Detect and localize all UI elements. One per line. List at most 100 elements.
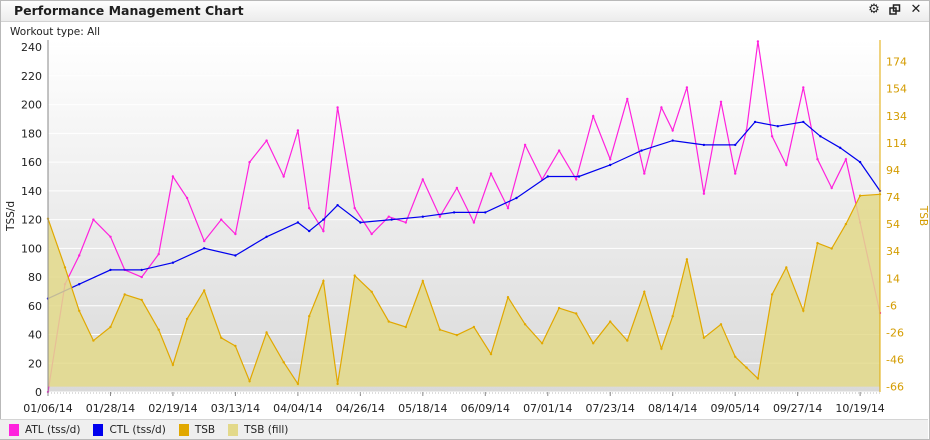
data-point: [770, 135, 774, 138]
data-point: [123, 293, 126, 296]
data-point: [248, 380, 251, 383]
x-tick-label: 09/27/14: [773, 402, 822, 415]
data-point: [140, 298, 143, 302]
legend-label: CTL (tss/d): [109, 423, 166, 436]
data-point: [626, 97, 629, 101]
data-point: [390, 218, 393, 221]
y-left-tick-label: 200: [21, 99, 42, 112]
data-point: [816, 158, 819, 161]
workout-type-filter[interactable]: Workout type: All: [10, 26, 101, 38]
data-point: [830, 186, 833, 190]
y-right-tick-label: 114: [886, 137, 907, 150]
data-point: [643, 172, 646, 175]
series-fill-tsb: [48, 194, 880, 387]
y-right-tick-label: 74: [886, 191, 900, 204]
data-point: [802, 309, 805, 312]
x-tick-label: 08/14/14: [648, 402, 697, 415]
y-left-axis-title: TSS/d: [5, 201, 17, 232]
data-point: [387, 320, 390, 323]
series-line-ctl: [47, 121, 881, 300]
data-point: [455, 186, 459, 190]
data-point: [515, 196, 518, 200]
legend-item[interactable]: TSB: [178, 423, 216, 436]
data-point: [438, 328, 442, 331]
legend-swatch: [178, 423, 189, 436]
data-point: [140, 268, 143, 272]
panel-title: Performance Management Chart: [14, 3, 244, 18]
y-left-tick-label: 60: [28, 300, 42, 313]
data-point: [359, 221, 362, 224]
data-point: [265, 235, 268, 238]
data-point: [626, 339, 629, 342]
data-point: [577, 175, 581, 178]
chart-legend: ATL (tss/d) CTL (tss/d) TSB TSB (fill): [0, 419, 928, 439]
data-point: [719, 100, 723, 104]
data-point: [609, 163, 612, 167]
data-point: [63, 266, 67, 269]
x-tick-label: 07/01/14: [523, 402, 572, 415]
x-tick-label: 03/13/14: [211, 402, 260, 415]
gear-icon[interactable]: ⚙: [868, 2, 880, 17]
data-point: [78, 309, 81, 312]
data-point: [140, 275, 143, 279]
data-point: [452, 211, 456, 214]
data-point: [671, 129, 674, 132]
y-right-axis-title: TSB: [917, 205, 929, 226]
data-point: [472, 325, 476, 329]
restore-icon[interactable]: [888, 3, 902, 17]
data-point: [643, 290, 646, 293]
data-point: [185, 196, 189, 200]
data-point: [387, 215, 390, 218]
data-point: [220, 218, 223, 221]
data-point: [734, 172, 737, 175]
data-point: [785, 163, 788, 167]
data-point: [702, 336, 706, 339]
data-point: [421, 279, 424, 283]
data-point: [322, 229, 325, 233]
x-tick-label: 01/06/14: [23, 402, 72, 415]
data-point: [844, 158, 848, 161]
close-icon[interactable]: ✕: [910, 2, 922, 17]
data-point: [592, 114, 595, 118]
data-point: [557, 306, 561, 310]
data-point: [370, 232, 373, 236]
data-point: [776, 125, 779, 128]
data-point: [203, 289, 206, 292]
data-point: [640, 149, 643, 152]
y-right-tick-label: -6: [886, 299, 897, 312]
y-right-tick-label: -46: [886, 354, 904, 367]
data-point: [671, 315, 674, 318]
data-point: [575, 178, 578, 181]
data-point: [203, 239, 206, 243]
x-tick-label: 07/23/14: [586, 402, 635, 415]
data-point: [265, 139, 268, 142]
y-left-tick-label: 0: [35, 386, 42, 399]
data-point: [185, 317, 189, 321]
y-right-tick-label: 34: [886, 245, 900, 258]
legend-item[interactable]: ATL (tss/d): [9, 423, 80, 436]
data-point: [92, 218, 95, 221]
data-point: [660, 106, 663, 109]
x-tick-label: 04/26/14: [336, 402, 385, 415]
x-tick-label: 06/09/14: [461, 402, 510, 415]
data-point: [609, 158, 612, 161]
data-point: [171, 363, 175, 367]
data-point: [839, 146, 842, 149]
y-left-tick-label: 120: [21, 214, 42, 227]
legend-item[interactable]: CTL (tss/d): [93, 423, 166, 436]
data-point: [308, 315, 311, 318]
data-point: [336, 382, 339, 386]
data-point: [220, 336, 223, 339]
legend-item[interactable]: TSB (fill): [228, 423, 288, 436]
data-point: [671, 139, 674, 142]
data-point: [234, 344, 237, 348]
data-point: [685, 258, 689, 261]
data-point: [404, 325, 407, 329]
data-point: [472, 221, 476, 224]
legend-label: TSB: [194, 423, 216, 436]
data-point: [858, 160, 862, 164]
y-left-tick-label: 160: [21, 156, 42, 169]
data-point: [506, 206, 510, 210]
data-point: [455, 333, 459, 337]
y-right-tick-label: 94: [886, 164, 900, 177]
